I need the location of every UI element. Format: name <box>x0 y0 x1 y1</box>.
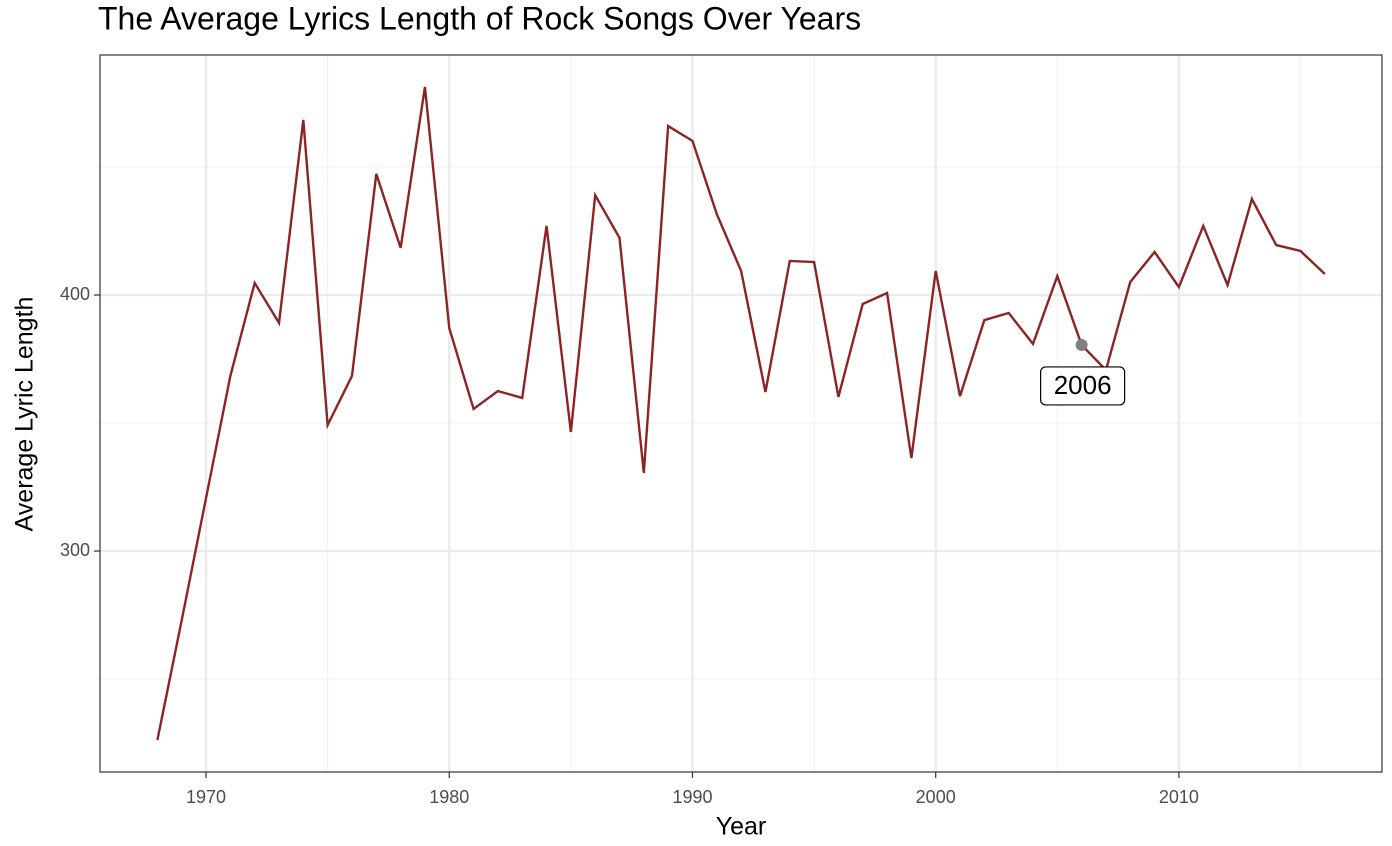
data-line <box>156 86 1326 741</box>
chart-title: The Average Lyrics Length of Rock Songs … <box>98 0 861 36</box>
x-tick-label: 2010 <box>1159 787 1199 807</box>
x-tick-label: 2000 <box>916 787 956 807</box>
y-axis-label: Average Lyric Length <box>11 297 39 532</box>
y-tick-label: 300 <box>60 540 90 560</box>
x-tick-label: 1990 <box>672 787 712 807</box>
highlight-point <box>1075 338 1088 351</box>
x-axis-label: Year <box>716 813 767 841</box>
panel-border <box>99 54 1383 773</box>
annotation-label: 2006 <box>1054 370 1112 400</box>
annotation-box <box>1040 366 1126 406</box>
y-tick-label: 400 <box>60 284 90 304</box>
x-tick-label: 1980 <box>429 787 469 807</box>
x-tick-label: 1970 <box>186 787 226 807</box>
